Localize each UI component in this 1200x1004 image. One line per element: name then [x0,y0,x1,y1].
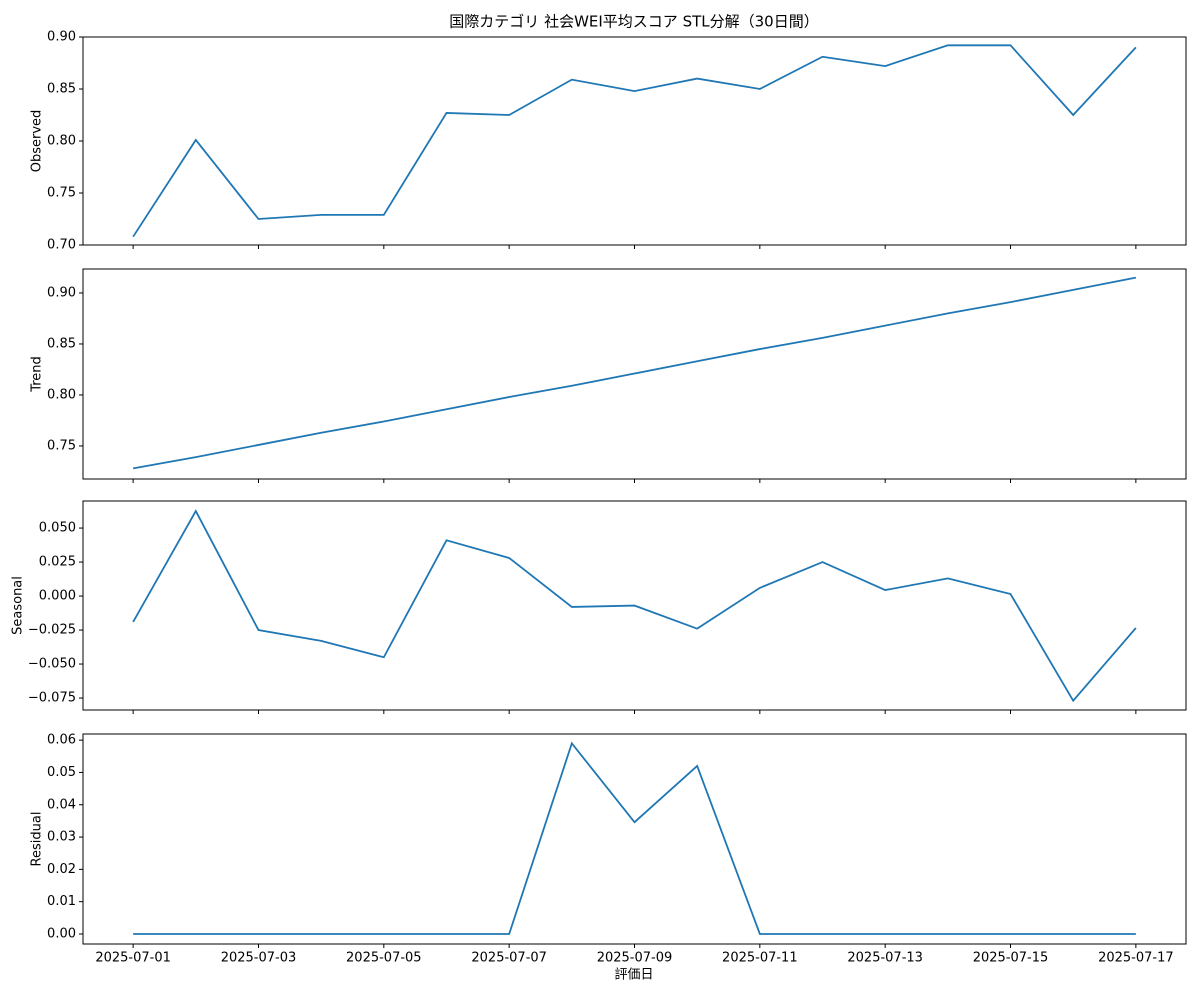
y-tick-label: 0.75 [47,186,76,201]
x-tick-label: 2025-07-15 [973,951,1049,966]
y-axis-label: Residual [30,812,45,867]
y-tick-label: 0.050 [39,521,76,536]
x-axis-label: 評価日 [614,968,653,983]
y-tick-label: 0.01 [47,894,76,909]
x-tick-label: 2025-07-11 [722,951,798,966]
y-axis-label: Seasonal [10,576,25,635]
y-tick-label: 0.02 [47,862,76,877]
y-axis-label: Observed [30,110,45,173]
series-line [132,509,1137,703]
x-tick-label: 2025-07-13 [847,951,923,966]
plot-frame [82,500,1187,711]
x-tick-label: 2025-07-01 [95,951,171,966]
plot-frame [82,36,1187,246]
y-tick-label: 0.05 [47,765,76,780]
y-tick-label: 0.85 [47,82,76,97]
y-tick-label: 0.85 [47,336,76,351]
y-tick-label: 0.000 [39,589,76,604]
y-tick-label: −0.050 [28,657,76,672]
series-line [133,741,1136,935]
chart-title: 国際カテゴリ 社会WEI平均スコア STL分解（30日間） [449,13,818,31]
y-tick-label: 0.70 [47,238,76,253]
y-tick-label: 0.90 [47,285,76,300]
series-line [132,44,1137,238]
x-tick-label: 2025-07-17 [1098,951,1174,966]
y-axis-label: Trend [30,356,45,393]
plot-frame [82,733,1187,945]
y-tick-label: −0.075 [28,691,76,706]
x-tick-label: 2025-07-09 [597,951,673,966]
x-tick-label: 2025-07-05 [346,951,422,966]
y-tick-label: 0.80 [47,387,76,402]
y-tick-label: 0.025 [39,555,76,570]
x-tick-label: 2025-07-07 [471,951,547,966]
x-tick-label: 2025-07-03 [221,951,297,966]
y-tick-label: 0.90 [47,30,76,45]
y-tick-label: −0.025 [28,623,76,638]
y-tick-label: 0.04 [47,797,76,812]
y-tick-label: 0.75 [47,438,76,453]
y-tick-label: 0.80 [47,134,76,149]
y-tick-label: 0.06 [47,733,76,748]
series-line [132,276,1137,470]
y-tick-label: 0.00 [47,926,76,941]
y-tick-label: 0.03 [47,830,76,845]
plot-frame [82,268,1187,480]
